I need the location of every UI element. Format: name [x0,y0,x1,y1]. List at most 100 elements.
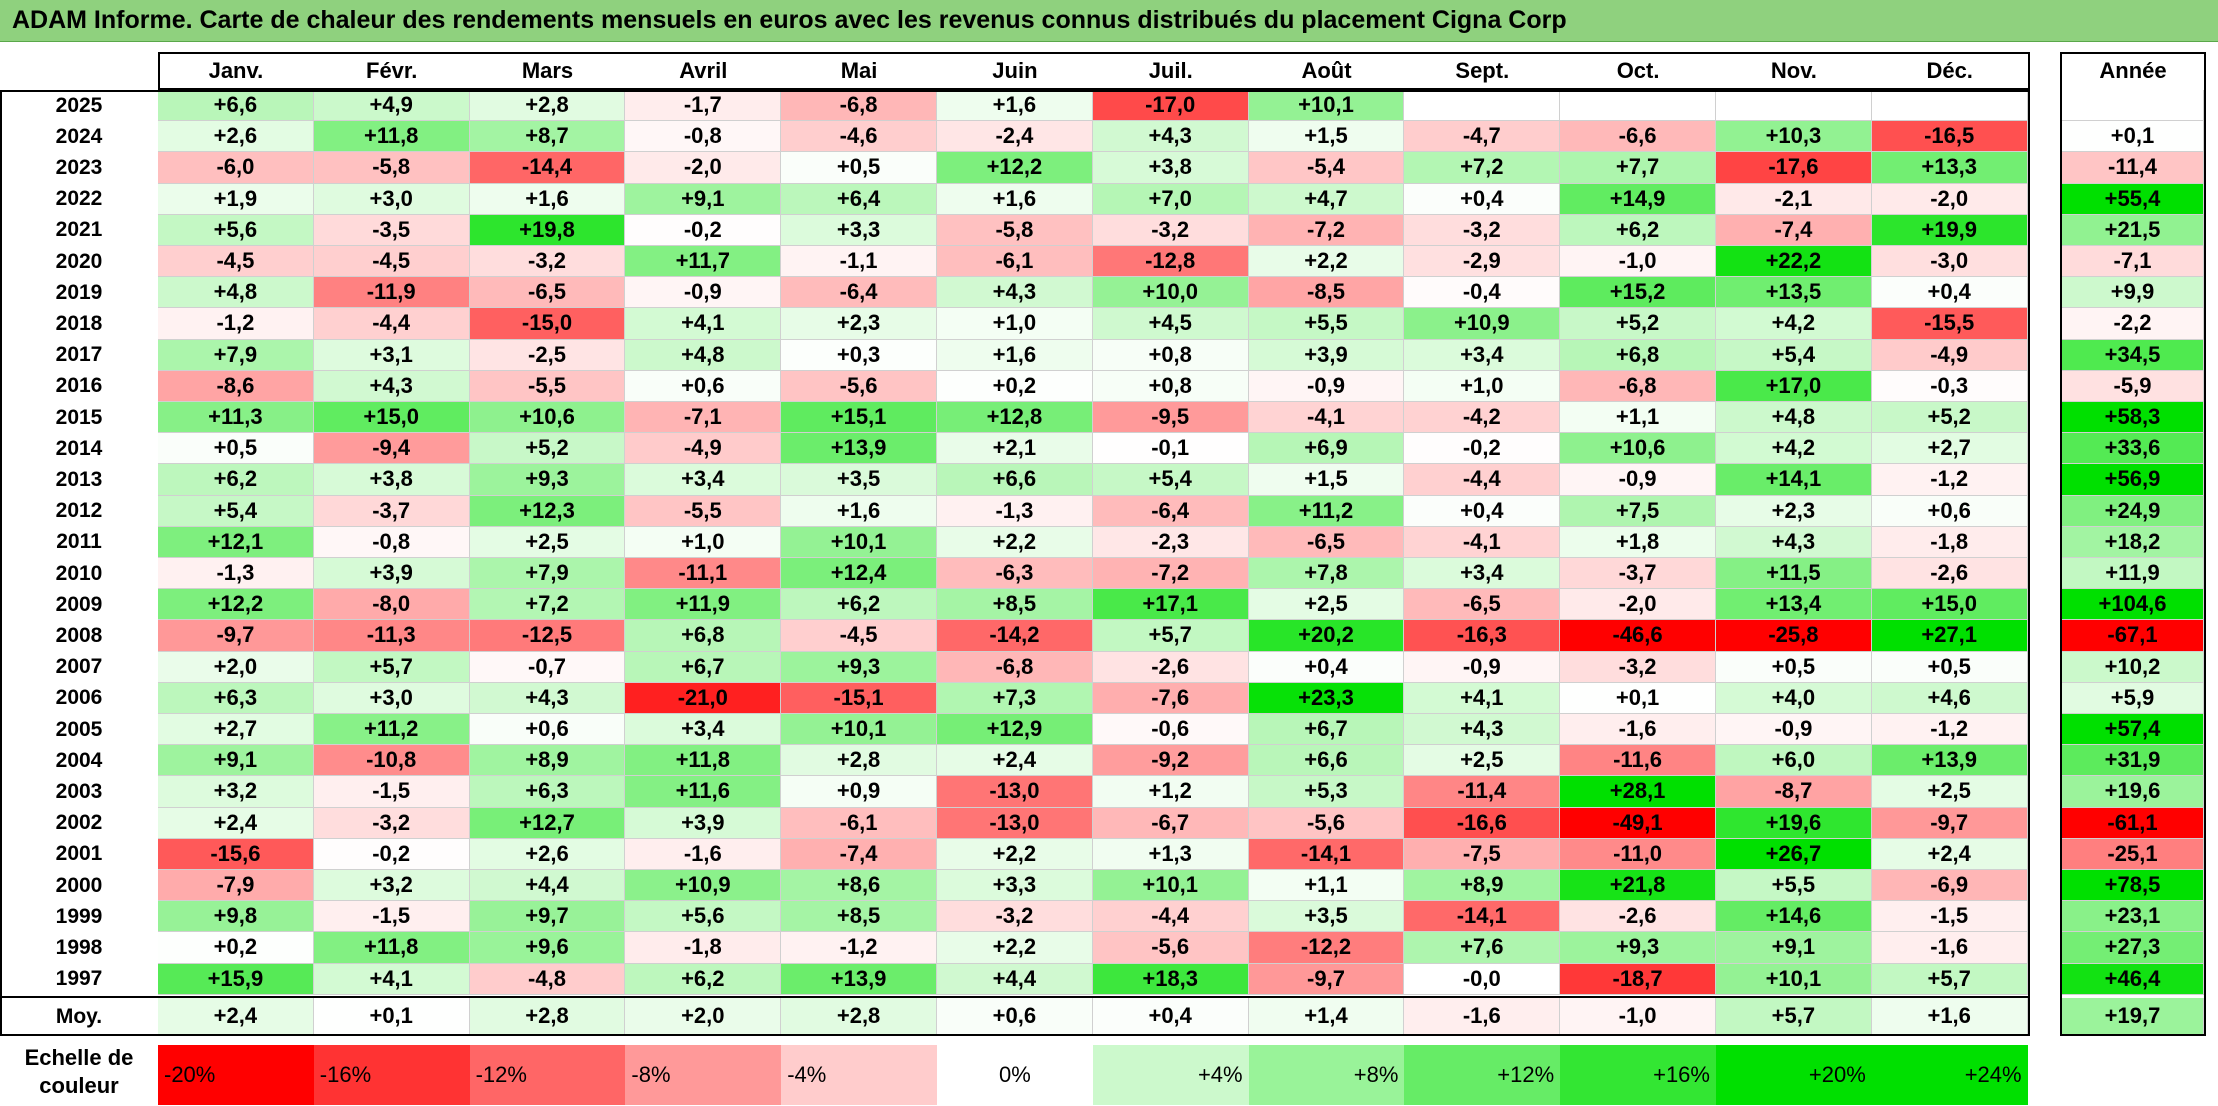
year-label: 2023 [55,155,103,179]
month-header: Févr. [366,58,418,83]
heatmap-cell: +12,2 [937,152,1093,184]
heatmap-cell: +2,0 [158,651,314,683]
heatmap-cell: +8,6 [781,870,937,902]
heatmap-cell: +1,5 [1248,464,1405,496]
heatmap-cell: +7,3 [937,682,1093,714]
heatmap-cell: -4,4 [1092,901,1249,933]
heatmap-cell: -0,8 [625,121,782,153]
heatmap-cell: +14,1 [1716,464,1872,496]
heatmap-cell: +2,4 [158,807,314,839]
heatmap-cell: -4,5 [158,246,314,278]
heatmap-cell: +14,9 [1560,183,1716,215]
heatmap-cell: -3,2 [1092,214,1249,246]
heatmap-cell: -11,3 [313,620,470,652]
heatmap-cell: +11,2 [313,714,470,746]
annual-cell: +10,2 [2062,651,2204,683]
year-label: 2009 [55,592,103,616]
year-label: 2024 [55,124,103,148]
heatmap-cell: -0,9 [625,277,782,309]
heatmap-cell: +9,7 [469,901,626,933]
month-header: Avril [679,58,728,83]
average-cell: +2,4 [158,997,314,1036]
heatmap-cell: +2,2 [937,932,1093,964]
annual-cell: -25,1 [2062,838,2204,870]
heatmap-cell: +12,7 [469,807,626,839]
heatmap-cell: -3,0 [1871,246,2028,278]
heatmap-cell: +17,0 [1716,370,1872,402]
heatmap-cell: +6,8 [1560,339,1716,371]
heatmap-cell: +3,0 [313,682,470,714]
year-label: 2013 [55,467,103,491]
heatmap-cell: -18,7 [1560,963,1716,995]
heatmap-cell: +5,3 [1248,776,1405,808]
heatmap-cell: -14,4 [469,152,626,184]
heatmap-cell: +1,5 [1248,121,1405,153]
heatmap-cell: +13,9 [1871,745,2028,777]
heatmap-cell: -8,5 [1248,277,1405,309]
heatmap-cell: +3,5 [1248,901,1405,933]
heatmap-cell: +15,0 [313,402,470,434]
heatmap-cell: -46,6 [1560,620,1716,652]
heatmap-cell: -0,9 [1248,370,1405,402]
heatmap-cell: +11,2 [1248,495,1405,527]
annual-cell: +78,5 [2062,870,2204,902]
heatmap-cell [1871,90,2028,122]
heatmap-cell: -1,6 [1560,714,1716,746]
heatmap-cell: +5,4 [1092,464,1249,496]
heatmap-cell: +2,6 [469,838,626,870]
heatmap-cell: -3,7 [313,495,470,527]
heatmap-cell: -0,3 [1871,370,2028,402]
annual-cell: +21,5 [2062,214,2204,246]
heatmap-cell: -2,5 [469,339,626,371]
heatmap-cell: -1,8 [625,932,782,964]
heatmap-cell: +2,2 [937,838,1093,870]
heatmap-cell [1560,90,1716,122]
annual-cell: +9,9 [2062,277,2204,309]
heatmap-cell: +0,6 [469,714,626,746]
heatmap-cell: +6,7 [625,651,782,683]
heatmap-cell: -1,5 [313,901,470,933]
heatmap-cell: +4,3 [313,370,470,402]
heatmap-cell: -0,2 [313,838,470,870]
heatmap-cell: -8,7 [1716,776,1872,808]
heatmap-cell: +0,3 [781,339,937,371]
heatmap-cell: +0,9 [781,776,937,808]
heatmap-cell: -5,6 [1092,932,1249,964]
heatmap-cell: +10,6 [1560,433,1716,465]
heatmap-cell: +15,2 [1560,277,1716,309]
heatmap-cell: +2,3 [1716,495,1872,527]
heatmap-cell: +5,5 [1248,308,1405,340]
heatmap-cell: -1,5 [313,776,470,808]
heatmap-cell: +0,4 [1248,651,1405,683]
heatmap-cell: -16,6 [1404,807,1561,839]
heatmap-cell: -2,6 [1092,651,1249,683]
heatmap-cell: +3,2 [158,776,314,808]
heatmap-cell: -16,5 [1871,121,2028,153]
heatmap-cell: +3,3 [781,214,937,246]
average-annual-cell: +19,7 [2062,997,2204,1036]
average-cell: -1,6 [1404,997,1561,1036]
heatmap-cell: +4,1 [313,963,470,995]
heatmap-cell: -7,4 [781,838,937,870]
heatmap-cell: +26,7 [1716,838,1872,870]
heatmap-cell: -6,0 [158,152,314,184]
heatmap-cell: +9,3 [1560,932,1716,964]
heatmap-cell: -3,2 [1560,651,1716,683]
heatmap-cell: +10,0 [1092,277,1249,309]
heatmap-cell: +15,9 [158,963,314,995]
heatmap-cell: -4,2 [1404,402,1561,434]
heatmap-cell: +1,6 [937,339,1093,371]
heatmap-cell: -11,1 [625,558,782,590]
heatmap-cell: -1,6 [625,838,782,870]
color-scale-swatch: +12% [1404,1045,1561,1105]
annual-cell: +58,3 [2062,402,2204,434]
heatmap-cell: +12,8 [937,402,1093,434]
year-column-header: Année [2099,58,2167,83]
heatmap-cell: +4,4 [469,870,626,902]
heatmap-cell: -3,2 [937,901,1093,933]
heatmap-cell: -7,5 [1404,838,1561,870]
heatmap-cell: -6,4 [1092,495,1249,527]
heatmap-cell: -0,9 [1716,714,1872,746]
heatmap-cell: -9,7 [158,620,314,652]
heatmap-cell: -4,1 [1404,526,1561,558]
